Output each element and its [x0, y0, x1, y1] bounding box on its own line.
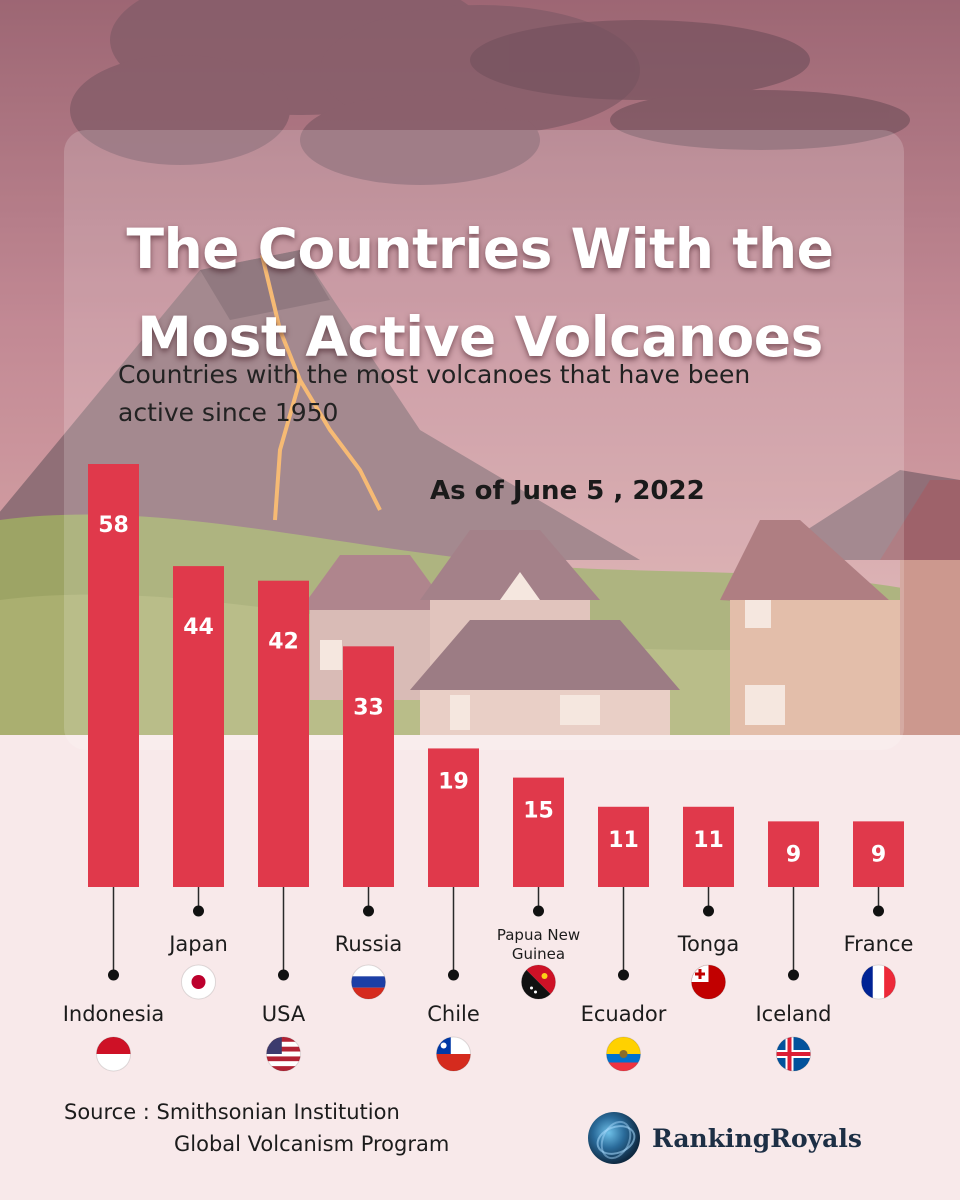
brand: RankingRoyals	[588, 1110, 862, 1166]
chile-flag-icon	[436, 1036, 471, 1072]
source-line-2: Global Volcanism Program	[174, 1132, 450, 1156]
leader-dot-iceland	[788, 969, 799, 981]
leader-dot-france	[873, 905, 884, 917]
bar-value-indonesia: 58	[98, 513, 129, 538]
bars-group: 58 44 42 33 19 15 11 11 9 9	[88, 464, 904, 887]
leader-dot-russia	[363, 905, 374, 917]
category-label-japan: Japan	[167, 932, 228, 956]
bar-japan	[173, 566, 224, 887]
category-label-papua-new-guinea-line-2: Guinea	[512, 945, 565, 963]
leader-dot-tonga	[703, 905, 714, 917]
globe-logo-icon	[588, 1112, 640, 1164]
bar-value-iceland: 9	[786, 842, 801, 867]
category-label-ecuador: Ecuador	[581, 1002, 667, 1026]
bar-value-usa: 42	[268, 630, 299, 655]
bar-value-france: 9	[871, 842, 886, 867]
category-label-russia: Russia	[335, 932, 403, 956]
bar-indonesia	[88, 464, 139, 887]
category-label-papua-new-guinea-line-1: Papua New	[497, 926, 580, 944]
category-label-tonga: Tonga	[677, 932, 740, 956]
bar-papua-new-guinea	[513, 777, 564, 887]
leader-dot-usa	[278, 969, 289, 981]
brand-name: RankingRoyals	[652, 1123, 862, 1153]
title-line-1: The Countries With the	[126, 216, 834, 281]
source-note: Source : Smithsonian Institution Global …	[64, 1096, 449, 1160]
bar-value-papua-new-guinea: 15	[523, 799, 554, 824]
bar-usa	[258, 580, 309, 887]
bar-value-russia: 33	[353, 695, 384, 720]
bar-value-chile: 19	[438, 769, 469, 794]
chart-title: The Countries With the Most Active Volca…	[0, 205, 960, 381]
bar-france	[853, 821, 904, 887]
bar-value-tonga: 11	[693, 828, 724, 853]
bar-value-japan: 44	[183, 615, 214, 640]
bar-iceland	[768, 821, 819, 887]
category-label-chile: Chile	[427, 1002, 480, 1026]
russia-flag-icon	[351, 964, 386, 1000]
title-line-2: Most Active Volcanoes	[137, 304, 823, 369]
bar-ecuador	[598, 806, 649, 887]
bar-tonga	[683, 806, 734, 887]
chart-subtitle: Countries with the most volcanoes that h…	[118, 356, 838, 432]
france-flag-icon	[861, 964, 896, 1000]
category-label-france: France	[844, 932, 914, 956]
japan-flag-icon	[181, 964, 216, 1000]
as-of-date: As of June 5 , 2022	[430, 476, 705, 506]
usa-flag-icon	[266, 1036, 301, 1072]
leader-dot-papua-new-guinea	[533, 905, 544, 917]
leader-dot-indonesia	[108, 969, 119, 981]
volcano-village-background	[0, 0, 960, 735]
leader-dot-japan	[193, 905, 204, 917]
category-labels-group: Indonesia Japan USA Russia Chile Papua NewGui…	[63, 887, 914, 1072]
leader-dot-ecuador	[618, 969, 629, 981]
category-label-usa: USA	[262, 1002, 306, 1026]
ecuador-flag-icon	[606, 1036, 641, 1072]
iceland-flag-icon	[776, 1036, 811, 1072]
bar-value-ecuador: 11	[608, 828, 639, 853]
tonga-flag-icon	[691, 964, 726, 1000]
category-label-iceland: Iceland	[755, 1002, 831, 1026]
source-line-1: Source : Smithsonian Institution	[64, 1100, 400, 1124]
category-label-indonesia: Indonesia	[63, 1002, 165, 1026]
papua-new-guinea-flag-icon	[521, 964, 556, 1000]
bar-chile	[428, 748, 479, 887]
subtitle-line-2: active since 1950	[118, 398, 339, 427]
subtitle-line-1: Countries with the most volcanoes that h…	[118, 360, 751, 389]
indonesia-flag-icon	[96, 1036, 131, 1072]
leader-dot-chile	[448, 969, 459, 981]
bar-russia	[343, 646, 394, 887]
